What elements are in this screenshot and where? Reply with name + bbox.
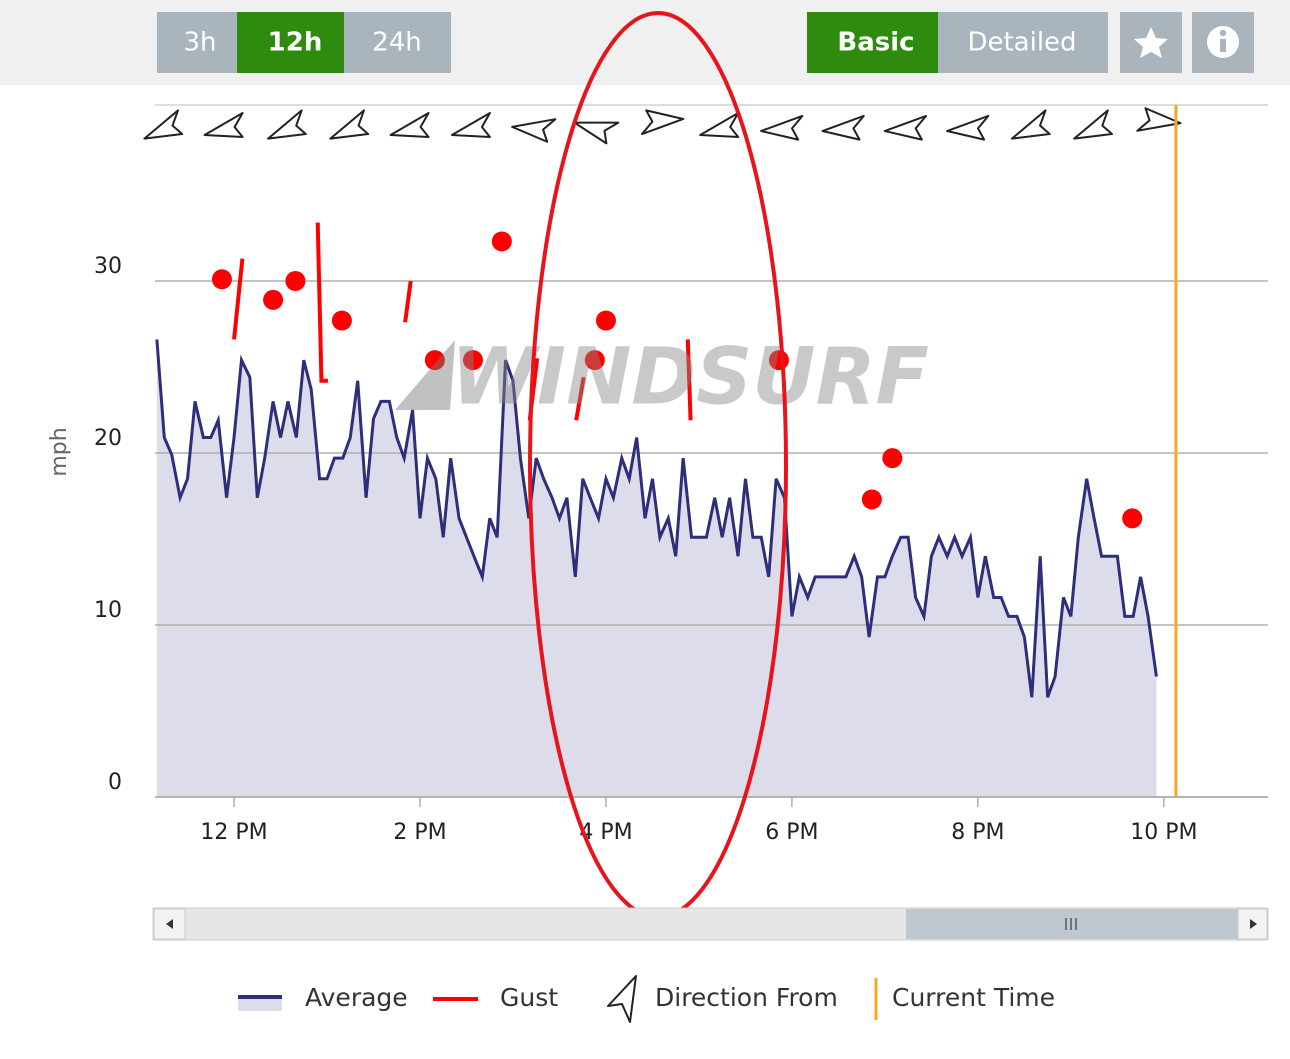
info-button[interactable] [1192,12,1254,73]
info-icon-dot[interactable] [1219,29,1227,37]
button[interactable] [938,12,1108,73]
gust-point [331,310,352,331]
view-detailed[interactable]: Detailed [938,12,1108,73]
y-tick-label: 20 [94,426,122,451]
gust-point [584,350,605,371]
gust-point [1122,508,1143,529]
direction-arrow [1073,109,1113,140]
range-12h[interactable]: 12h [237,12,344,73]
scroll-left-arrow[interactable] [166,919,173,929]
direction-arrow [946,114,990,141]
average-line [155,339,1158,698]
legend-swatch-average-fill [238,999,282,1011]
direction-arrow [1136,107,1182,132]
button[interactable] [157,12,237,73]
favorite-button[interactable] [1120,12,1182,73]
direction-arrow [883,114,927,141]
view-basic[interactable]: Basic [807,12,938,73]
legend-label: Current Time [892,983,1055,1012]
x-tick-label: 10 PM [1130,820,1197,845]
scroll-thumb[interactable] [906,909,1238,939]
direction-arrow [1010,109,1051,140]
direction-arrow [511,118,557,143]
button-label[interactable]: Detailed [967,28,1076,58]
watermark-logo [395,340,455,410]
gust-point [211,269,232,290]
direction-arrow [389,112,430,138]
y-tick-label: 0 [108,770,122,795]
direction-arrow [203,112,244,138]
gust-point [595,310,616,331]
direction-arrow [573,121,620,145]
scroll-right-arrow[interactable] [1250,919,1257,929]
y-tick-label: 10 [94,598,122,623]
button[interactable] [344,12,451,73]
scroll-grip[interactable] [1065,918,1077,930]
average-area [156,339,1157,797]
star-icon[interactable] [1134,27,1168,58]
x-tick-label: 2 PM [393,820,446,845]
range-24h[interactable]: 24h [344,12,451,73]
gust-point [285,271,306,291]
direction-arrow [760,114,804,141]
legend-label: Average [305,983,408,1012]
gust-point [424,350,445,371]
x-tick-label: 12 PM [200,820,267,845]
y-tick-label: 30 [94,254,122,279]
gust-point [263,289,284,310]
direction-arrow [329,109,370,140]
watermark: WINDSURF [395,332,929,422]
x-tick-label: 8 PM [951,820,1004,845]
legend-label: Direction From [655,983,838,1012]
button-label[interactable]: 12h [268,28,323,58]
button-label[interactable]: 24h [372,28,422,58]
gust-point [463,350,483,371]
gust-point [491,231,512,252]
legend: Average Gust Direction From Current Time [238,975,1055,1023]
direction-arrow [267,109,307,140]
watermark-text: WINDSURF [451,332,929,422]
button-label[interactable]: 3h [183,28,216,58]
direction-arrow [450,112,491,138]
button[interactable] [237,12,344,73]
x-tick-label: 6 PM [765,820,818,845]
direction-arrow [641,109,685,136]
info-icon-stem[interactable] [1220,39,1226,52]
y-axis-label: mph [47,427,72,476]
gust-point [882,448,903,469]
legend-label: Gust [500,983,558,1012]
scrollbar[interactable] [152,907,1269,941]
legend-swatch-direction [607,975,637,1023]
range-3h[interactable]: 3h [157,12,237,73]
button[interactable] [807,12,938,73]
direction-arrow [699,112,740,138]
gust-point [861,489,882,510]
direction-arrow [143,109,184,140]
button-label[interactable]: Basic [837,28,914,58]
direction-arrow [821,114,865,141]
